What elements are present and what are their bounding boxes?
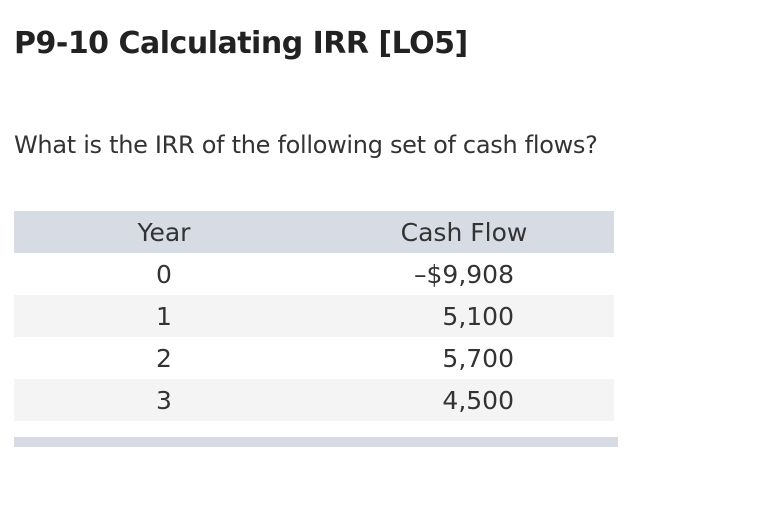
- table-row: 2 5,700: [14, 337, 614, 379]
- table-header-row: Year Cash Flow: [14, 211, 614, 253]
- table-row: 3 4,500: [14, 379, 614, 421]
- cash-flow-cell: 5,700: [442, 343, 514, 373]
- question-text: What is the IRR of the following set of …: [14, 131, 598, 159]
- table-footer-bar: [14, 437, 618, 447]
- problem-title: P9-10 Calculating IRR [LO5]: [14, 26, 468, 61]
- cash-flow-table: Year Cash Flow 0 –$9,908 1 5,100 2 5,700…: [14, 211, 614, 421]
- year-cell: 2: [156, 343, 172, 373]
- table-row: 0 –$9,908: [14, 253, 614, 295]
- year-cell: 0: [156, 259, 172, 289]
- cash-flow-cell: 4,500: [442, 385, 514, 415]
- year-cell: 1: [156, 301, 172, 331]
- year-cell: 3: [156, 385, 172, 415]
- cash-flow-cell: –$9,908: [414, 259, 514, 289]
- header-year: Year: [137, 217, 191, 247]
- header-cash-flow: Cash Flow: [400, 217, 528, 247]
- table-row: 1 5,100: [14, 295, 614, 337]
- cash-flow-cell: 5,100: [442, 301, 514, 331]
